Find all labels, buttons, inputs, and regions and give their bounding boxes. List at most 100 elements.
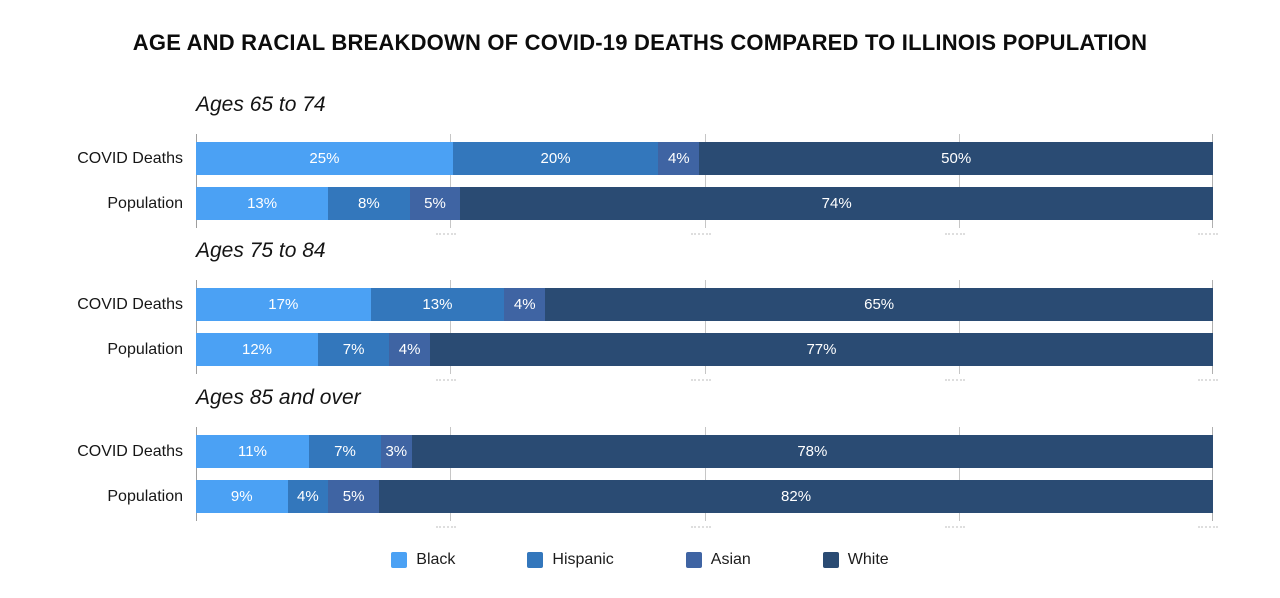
bar-row-covid-deaths: COVID Deaths 25% 20% 4% 50% (0, 142, 1213, 175)
axis-line (196, 427, 197, 521)
segment-value-label: 13% (422, 296, 453, 313)
segment-value-label: 9% (230, 488, 253, 505)
bar-segment-asian: 4% (389, 333, 430, 366)
bar-row-population: Population 13% 8% 5% 74% (0, 187, 1213, 220)
bar-row-population: Population 12% 7% 4% 77% (0, 333, 1214, 366)
bar-segment-black: 25% (196, 142, 453, 175)
segment-value-label: 4% (667, 150, 690, 167)
gridline-75 (944, 134, 965, 235)
gridline-75 (944, 280, 965, 381)
bar-segment-hispanic: 8% (328, 187, 410, 220)
bar-segment-white: 78% (411, 435, 1213, 468)
segment-value-label: 7% (334, 443, 356, 460)
bar-segment-white: 82% (379, 480, 1213, 513)
segment-value-label: 4% (398, 341, 421, 358)
gridline-25 (436, 134, 457, 235)
bar-segment-white: 77% (429, 333, 1214, 366)
segment-value-label: 5% (424, 195, 446, 212)
bar-track: 25% 20% 4% 50% (196, 142, 1213, 175)
segment-value-label: 7% (342, 341, 365, 358)
gridlines (196, 134, 1218, 235)
legend: Black Hispanic Asian White (0, 551, 1280, 569)
bar-segment-white: 65% (545, 288, 1214, 321)
bar-segment-asian: 5% (409, 187, 461, 220)
legend-swatch-white (822, 552, 839, 568)
page-title: AGE AND RACIAL BREAKDOWN OF COVID-19 DEA… (132, 30, 1148, 55)
segment-value-label: 50% (941, 150, 972, 167)
legend-item-white: White (822, 551, 889, 569)
bar-segment-hispanic: 7% (318, 333, 390, 366)
legend-item-black: Black (391, 551, 455, 569)
segment-value-label: 78% (797, 443, 828, 460)
gridline-100 (1198, 427, 1218, 528)
legend-item-hispanic: Hispanic (527, 551, 614, 569)
bar-segment-black: 11% (196, 435, 309, 468)
group-header: Ages 75 to 84 (196, 239, 326, 262)
bar-segment-hispanic: 7% (309, 435, 381, 468)
bar-track: 9% 4% 5% 82% (196, 480, 1213, 513)
group-header: Ages 65 to 74 (196, 93, 326, 116)
legend-label: Black (416, 551, 456, 568)
group-bars: COVID Deaths 11% 7% 3% 78% Population 9%… (0, 427, 1218, 528)
row-label: COVID Deaths (77, 443, 183, 460)
bar-segment-hispanic: 4% (287, 480, 329, 513)
bar-segment-black: 12% (196, 333, 319, 366)
gridline-50 (690, 134, 711, 235)
bar-segment-white: 50% (699, 142, 1213, 175)
gridline-75 (944, 427, 965, 528)
legend-item-asian: Asian (685, 551, 751, 569)
row-label: Population (107, 488, 183, 505)
segment-value-label: 4% (297, 488, 319, 505)
gridline-50 (690, 280, 711, 381)
gridlines (196, 280, 1218, 381)
segment-value-label: 8% (358, 195, 380, 212)
segment-value-label: 77% (806, 341, 837, 358)
gridline-50 (690, 427, 711, 528)
row-label: Population (107, 195, 183, 212)
axis-line (196, 134, 197, 228)
axis-line (196, 280, 197, 374)
segment-value-label: 5% (342, 488, 365, 505)
gridline-25 (436, 427, 457, 528)
bar-segment-asian: 3% (380, 435, 412, 468)
bar-segment-black: 9% (196, 480, 288, 513)
bar-track: 13% 8% 5% 74% (196, 187, 1213, 220)
bar-track: 12% 7% 4% 77% (196, 333, 1214, 366)
bar-segment-asian: 4% (504, 288, 546, 321)
segment-value-label: 65% (864, 296, 895, 313)
age-group-75-84: Ages 75 to 84 COVID Deaths 17% 13% 4% 65… (0, 238, 1280, 381)
group-header: Ages 85 and over (196, 386, 361, 409)
bar-segment-black: 13% (196, 187, 329, 220)
group-bars: COVID Deaths 17% 13% 4% 65% Population 1… (0, 280, 1218, 381)
bar-segment-hispanic: 20% (452, 142, 659, 175)
segment-value-label: 25% (309, 150, 340, 167)
segment-value-label: 17% (268, 296, 299, 313)
row-label: Population (107, 341, 183, 358)
group-bars: COVID Deaths 25% 20% 4% 50% Population 1… (0, 134, 1218, 235)
segment-value-label: 12% (242, 341, 273, 358)
gridline-25 (436, 280, 457, 381)
segment-value-label: 20% (540, 150, 571, 167)
gridline-100 (1198, 280, 1218, 381)
legend-label: White (847, 551, 889, 568)
segment-value-label: 82% (781, 488, 812, 505)
gridlines (196, 427, 1218, 528)
bar-track: 11% 7% 3% 78% (196, 435, 1213, 468)
legend-label: Hispanic (552, 551, 614, 568)
legend-label: Asian (710, 551, 751, 568)
bar-row-population: Population 9% 4% 5% 82% (0, 480, 1213, 513)
legend-swatch-black (391, 552, 408, 568)
age-group-85-over: Ages 85 and over COVID Deaths 11% 7% 3% … (0, 385, 1280, 528)
bar-row-covid-deaths: COVID Deaths 11% 7% 3% 78% (0, 435, 1213, 468)
row-label: COVID Deaths (77, 150, 183, 167)
bar-track: 17% 13% 4% 65% (196, 288, 1214, 321)
bar-row-covid-deaths: COVID Deaths 17% 13% 4% 65% (0, 288, 1214, 321)
segment-value-label: 3% (385, 443, 408, 460)
bar-segment-asian: 5% (328, 480, 380, 513)
segment-value-label: 13% (247, 195, 278, 212)
bar-segment-asian: 4% (658, 142, 700, 175)
bar-segment-black: 17% (196, 288, 371, 321)
legend-swatch-asian (685, 552, 702, 568)
bar-segment-hispanic: 13% (370, 288, 505, 321)
